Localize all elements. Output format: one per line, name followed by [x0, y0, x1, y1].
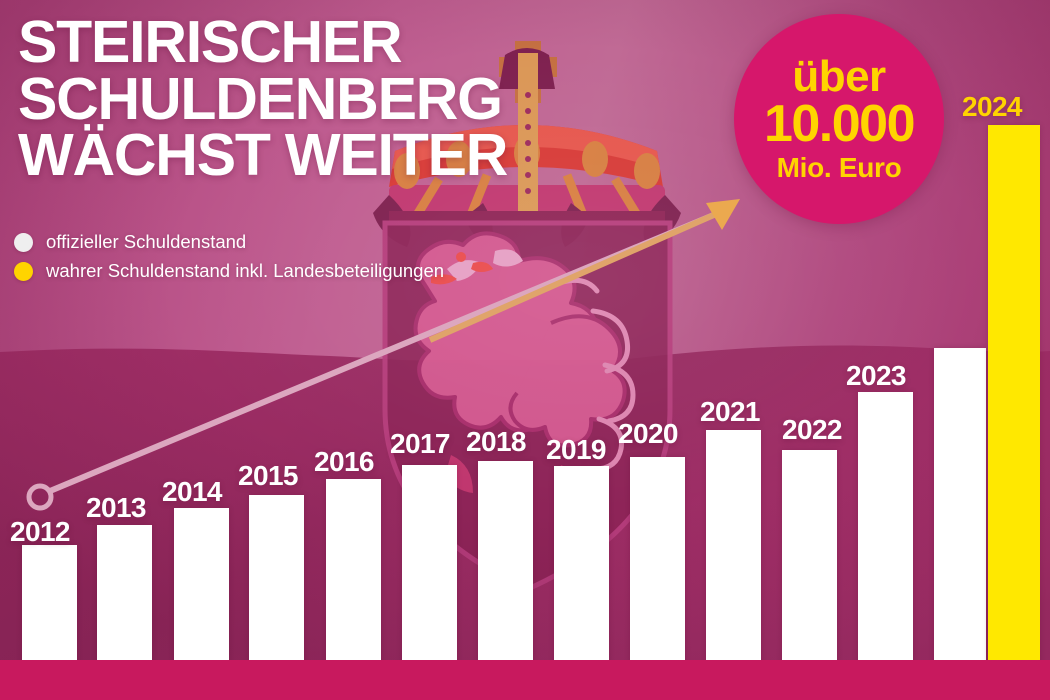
- year-label-2016: 2016: [314, 446, 374, 477]
- legend-label-true: wahrer Schuldenstand inkl. Landesbeteili…: [46, 260, 445, 281]
- bar-2018: 4662: [478, 461, 533, 688]
- callout-line-2: 10.000: [763, 94, 916, 153]
- bar-2019: 4484: [554, 466, 609, 688]
- year-label-2021: 2021: [700, 396, 760, 427]
- bar-2023: 5708: [858, 392, 913, 688]
- legend-item-official: offizieller Schuldenstand: [14, 229, 444, 255]
- headline-line-2: SCHULDENBERG: [18, 65, 503, 132]
- year-label-2023: 2023: [846, 360, 906, 391]
- year-label-2024: 2024: [962, 91, 1022, 122]
- year-label-2013: 2013: [86, 492, 146, 523]
- bar-2024-official: 6413: [934, 348, 986, 688]
- headline-line-1: STEIRISCHER: [18, 9, 403, 75]
- bar-2022: 4821: [782, 450, 837, 688]
- base-strip: [0, 660, 1050, 700]
- year-label-2018: 2018: [466, 426, 526, 457]
- legend-dot-official: [14, 232, 33, 252]
- bar-2016: 4378: [326, 479, 381, 688]
- bar-2017: 4580: [402, 465, 457, 688]
- legend-item-true: wahrer Schuldenstand inkl. Landesbeteili…: [14, 258, 444, 284]
- year-label-2012: 2012: [10, 516, 70, 547]
- legend-label-official: offizieller Schuldenstand: [46, 231, 247, 252]
- bar-2021: 5087: [706, 430, 761, 688]
- year-label-2019: 2019: [546, 434, 606, 465]
- callout-line-1: über: [792, 52, 886, 102]
- legend: offizieller Schuldenstand wahrer Schulde…: [14, 229, 444, 287]
- page-title: STEIRISCHER SCHULDENBERG WÄCHST WEITER: [18, 9, 698, 189]
- year-label-2015: 2015: [238, 460, 298, 491]
- headline-line-3: WÄCHST WEITER: [18, 122, 508, 189]
- year-label-2017: 2017: [390, 428, 450, 459]
- legend-dot-true: [14, 261, 33, 281]
- year-label-2022: 2022: [782, 414, 842, 445]
- callout-line-3: Mio. Euro: [776, 151, 902, 183]
- bar-2020: 4698: [630, 457, 685, 688]
- bar-2024-true: 10000 +: [988, 125, 1040, 688]
- year-label-2020: 2020: [618, 418, 678, 449]
- callout-badge: über 10.000 Mio. Euro: [734, 14, 944, 224]
- year-label-2014: 2014: [162, 476, 222, 507]
